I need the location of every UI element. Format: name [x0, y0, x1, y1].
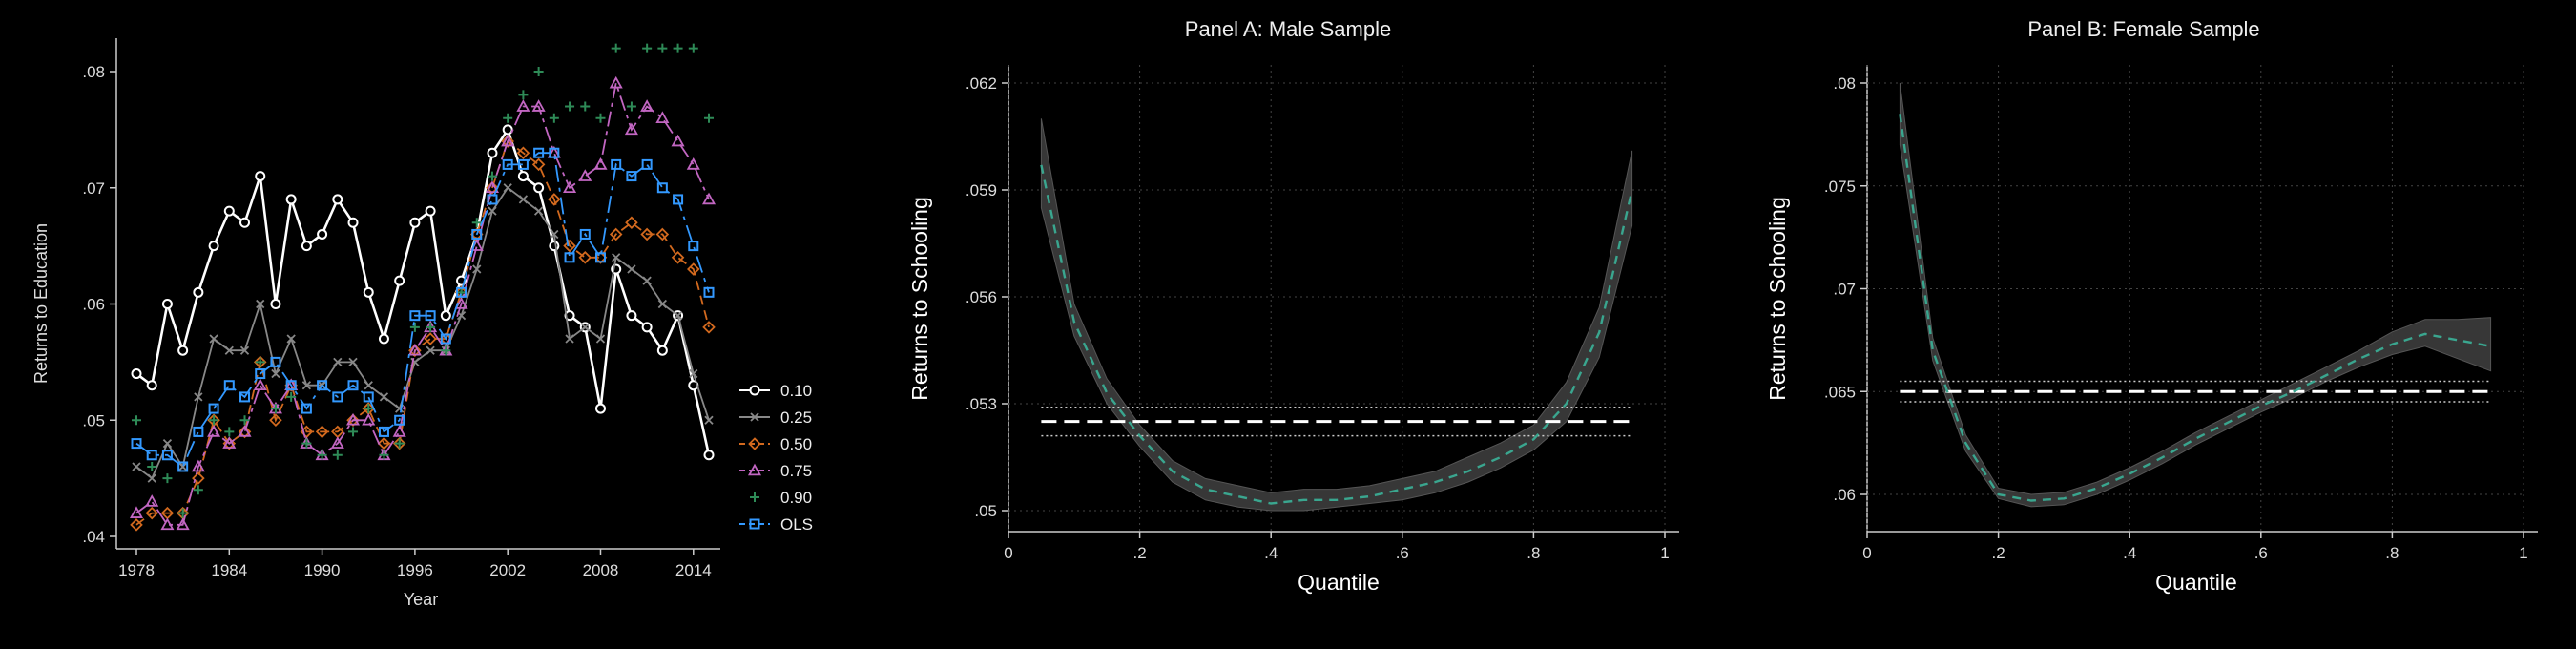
data-point	[302, 241, 311, 250]
legend-label: 0.10	[780, 382, 812, 400]
x-tick-label: .6	[1396, 544, 1409, 562]
x-tick-label: 1	[2519, 544, 2527, 562]
data-point	[643, 323, 652, 331]
x-axis-label: Year	[404, 590, 438, 609]
data-point	[256, 172, 264, 180]
y-tick-label: .06	[1833, 486, 1856, 504]
x-tick-label: 1990	[304, 561, 341, 579]
y-tick-label: .075	[1824, 178, 1856, 196]
data-point	[333, 195, 342, 203]
y-tick-label: .05	[974, 502, 997, 520]
x-tick-label: .2	[1133, 544, 1147, 562]
data-point	[163, 300, 172, 308]
y-tick-label: .05	[82, 411, 105, 429]
data-point	[504, 125, 512, 134]
y-axis-label: Returns to Education	[31, 223, 51, 384]
x-tick-label: .4	[1264, 544, 1278, 562]
y-tick-label: .053	[966, 395, 997, 413]
y-tick-label: .07	[82, 179, 105, 198]
x-tick-label: .8	[2385, 544, 2399, 562]
x-tick-label: 2002	[489, 561, 526, 579]
panel-b-title: Panel B: Female Sample	[2027, 17, 2259, 41]
x-tick-label: .6	[2254, 544, 2268, 562]
y-tick-label: .056	[966, 288, 997, 306]
data-point	[705, 450, 714, 459]
legend-label: 0.50	[780, 435, 812, 453]
data-point	[240, 219, 249, 227]
y-tick-label: .04	[82, 528, 105, 546]
data-point	[210, 241, 218, 250]
x-axis-label: Quantile	[2155, 570, 2237, 595]
data-point	[596, 405, 605, 413]
legend-label: 0.90	[780, 489, 812, 507]
x-tick-label: 1984	[211, 561, 247, 579]
data-point	[194, 288, 202, 297]
y-axis-label: Returns to Schooling	[1765, 197, 1790, 401]
y-axis-label: Returns to Schooling	[907, 197, 932, 401]
x-tick-label: 2014	[675, 561, 712, 579]
y-tick-label: .06	[82, 296, 105, 314]
data-point	[442, 311, 450, 320]
legend-label: 0.75	[780, 462, 812, 480]
x-tick-label: 1	[1660, 544, 1669, 562]
panel-a-title: Panel A: Male Sample	[1185, 17, 1391, 41]
x-axis-label: Quantile	[1298, 570, 1380, 595]
data-point	[627, 311, 635, 320]
x-tick-label: 1978	[118, 561, 155, 579]
data-point	[658, 346, 667, 355]
data-point	[534, 183, 543, 192]
y-tick-label: .062	[966, 74, 997, 93]
data-point	[364, 288, 373, 297]
legend-marker	[751, 387, 759, 395]
x-tick-label: 0	[1862, 544, 1871, 562]
x-tick-label: 0	[1004, 544, 1012, 562]
x-tick-label: .2	[1992, 544, 2005, 562]
data-point	[178, 346, 187, 355]
y-tick-label: .07	[1833, 281, 1856, 299]
data-point	[271, 300, 280, 308]
data-point	[426, 207, 435, 216]
data-point	[133, 369, 141, 378]
legend-label: OLS	[780, 515, 813, 534]
y-tick-label: .08	[82, 63, 105, 81]
x-tick-label: .4	[2123, 544, 2136, 562]
data-point	[318, 230, 326, 239]
y-tick-label: .059	[966, 181, 997, 199]
data-point	[148, 381, 156, 389]
data-point	[287, 195, 296, 203]
data-point	[395, 277, 404, 285]
data-point	[488, 149, 496, 157]
legend-label: 0.25	[780, 408, 812, 427]
data-point	[225, 207, 234, 216]
data-point	[410, 219, 419, 227]
data-point	[349, 219, 358, 227]
y-tick-label: .08	[1833, 74, 1856, 93]
x-tick-label: .8	[1527, 544, 1540, 562]
x-tick-label: 1996	[397, 561, 433, 579]
y-tick-label: .065	[1824, 383, 1856, 401]
data-point	[519, 172, 528, 180]
data-point	[380, 335, 388, 344]
x-tick-label: 2008	[583, 561, 619, 579]
